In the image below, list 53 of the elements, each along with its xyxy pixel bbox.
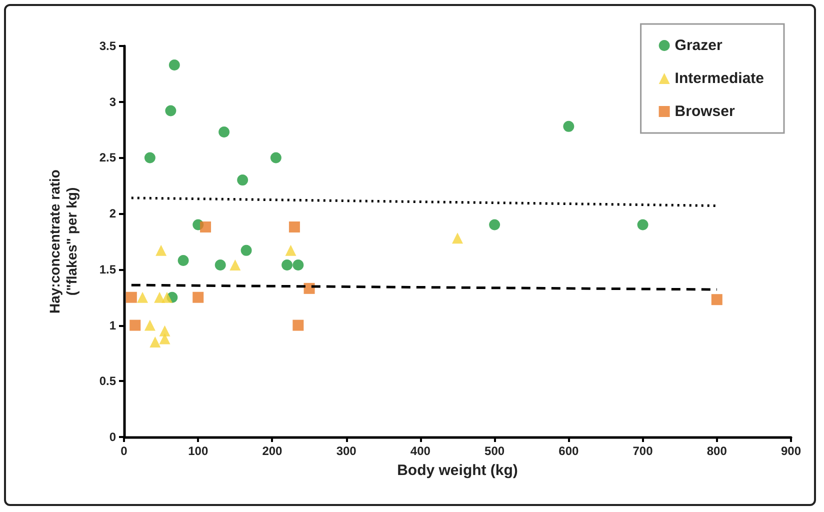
- point: [292, 320, 304, 331]
- point: [144, 152, 156, 164]
- point: [711, 294, 722, 306]
- point: [161, 292, 172, 303]
- y-tick-label: 3.5: [99, 39, 116, 53]
- x-tick-label: 600: [558, 444, 579, 458]
- point: [240, 244, 252, 256]
- point: [168, 59, 180, 70]
- point: [292, 259, 304, 270]
- x-tick-label: 800: [706, 444, 728, 458]
- point: [137, 292, 148, 303]
- y-tick-label: 3: [109, 94, 116, 109]
- point: [237, 174, 248, 186]
- y-tick-label: 0: [109, 430, 116, 444]
- x-tick-label: 400: [410, 444, 431, 458]
- y-tick-label: 2.5: [99, 150, 116, 165]
- point: [637, 219, 648, 230]
- point: [214, 259, 226, 270]
- point: [192, 292, 204, 303]
- y-tick-label: 1.5: [99, 262, 116, 276]
- point: [178, 254, 189, 266]
- point: [230, 259, 241, 270]
- point: [218, 126, 230, 138]
- x-tick-label: 500: [484, 444, 505, 458]
- point: [200, 221, 212, 232]
- x-tick-label: 100: [188, 444, 208, 458]
- point: [159, 333, 170, 344]
- legend-label: Grazer: [674, 37, 722, 54]
- point: [165, 105, 176, 116]
- y-tick-label: 1: [109, 318, 116, 332]
- point: [563, 120, 574, 132]
- point: [130, 320, 141, 331]
- point: [270, 152, 282, 164]
- y-tick-label: 0.5: [99, 374, 116, 388]
- x-tick-label: 300: [336, 444, 357, 458]
- y-axis-title: Hay:concentrate ratio ("flakes" per kg): [46, 170, 80, 314]
- point: [150, 336, 161, 348]
- point: [282, 259, 293, 270]
- point: [489, 219, 500, 230]
- x-axis-title: Body weight (kg): [397, 462, 518, 479]
- point: [156, 244, 167, 256]
- legend-label: Intermediate: [674, 70, 764, 87]
- x-tick-label: 0: [120, 444, 128, 458]
- point: [285, 244, 296, 256]
- point: [126, 292, 137, 303]
- x-tick-label: 200: [262, 444, 283, 458]
- legend-label: Browser: [674, 103, 735, 120]
- point: [144, 320, 156, 331]
- point: [452, 232, 463, 244]
- point: [288, 221, 300, 232]
- x-tick-label: 900: [780, 444, 802, 458]
- y-tick-label: 2: [109, 206, 116, 221]
- x-tick-label: 700: [632, 444, 654, 458]
